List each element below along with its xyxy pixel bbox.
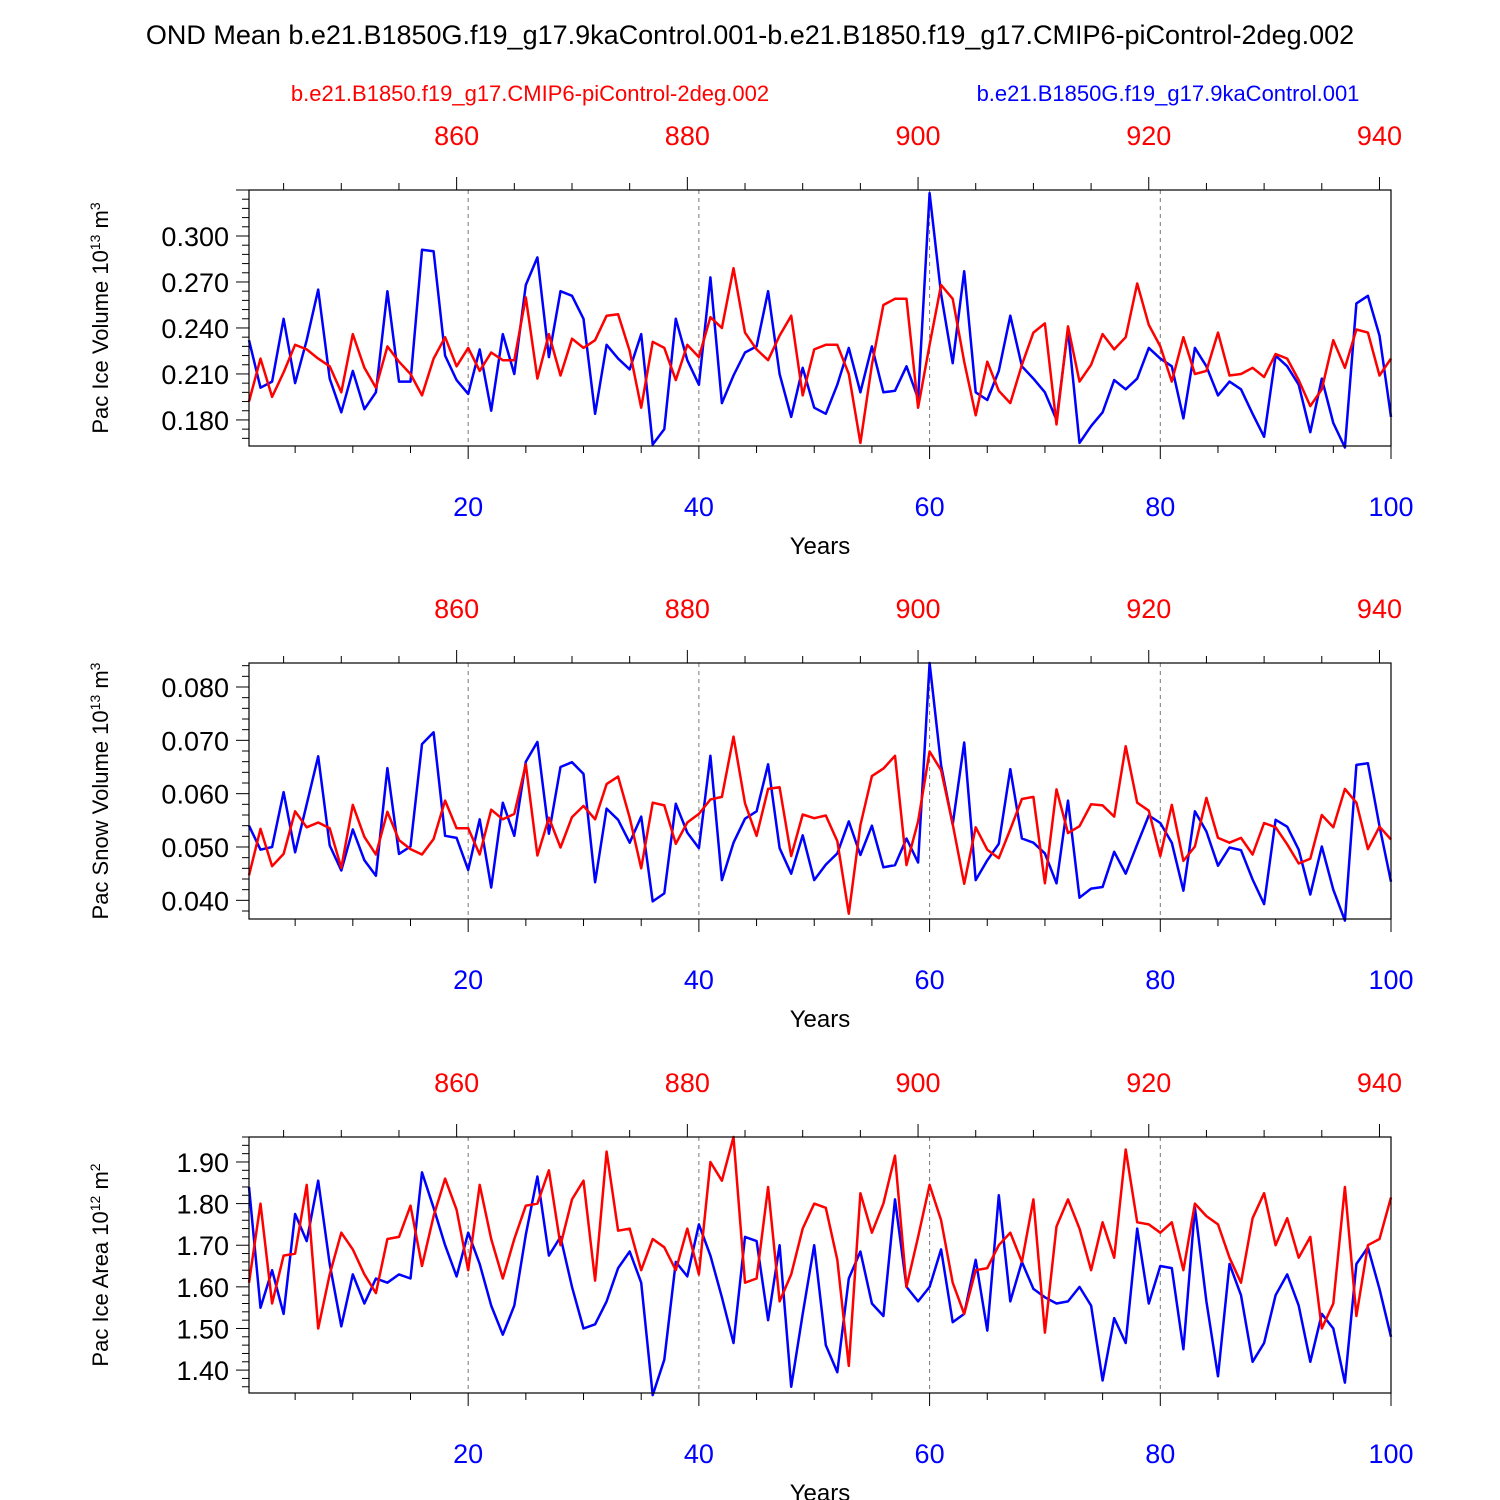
y-tick-label: 1.80 <box>176 1190 229 1220</box>
x-tick-label-bottom: 80 <box>1145 492 1175 522</box>
x-tick-label-top: 940 <box>1357 1068 1402 1098</box>
x-tick-label-bottom: 100 <box>1368 492 1413 522</box>
plot-frame <box>248 189 1392 447</box>
x-tick-label-bottom: 40 <box>684 965 714 995</box>
x-tick-label-bottom: 60 <box>915 492 945 522</box>
plot-frame <box>248 662 1392 920</box>
series-line-red <box>247 735 1392 915</box>
x-tick-label-top: 920 <box>1126 1068 1171 1098</box>
y-tick-label: 0.240 <box>161 314 229 344</box>
legend-blue-label: b.e21.B1850G.f19_g17.9kaControl.001 <box>977 81 1360 106</box>
x-axis-label: Years <box>790 1480 851 1500</box>
x-tick-label-bottom: 80 <box>1145 1439 1175 1469</box>
y-tick-label: 0.040 <box>161 886 229 916</box>
series-line-blue <box>247 191 1393 449</box>
y-tick-label: 1.40 <box>176 1356 229 1386</box>
x-tick-label-top: 860 <box>434 121 479 151</box>
x-tick-label-top: 940 <box>1357 594 1402 624</box>
x-tick-label-top: 920 <box>1126 594 1171 624</box>
y-tick-label: 1.90 <box>176 1148 229 1178</box>
x-tick-label-top: 860 <box>434 594 479 624</box>
x-tick-label-bottom: 40 <box>684 492 714 522</box>
y-tick-label: 0.070 <box>161 726 229 756</box>
y-tick-label: 0.300 <box>161 222 229 252</box>
x-tick-label-top: 900 <box>896 1068 941 1098</box>
x-tick-label-bottom: 100 <box>1368 1439 1413 1469</box>
x-tick-label-bottom: 60 <box>915 1439 945 1469</box>
x-axis-label: Years <box>790 1006 851 1033</box>
x-tick-label-top: 940 <box>1357 121 1402 151</box>
y-tick-label: 0.060 <box>161 780 229 810</box>
y-tick-label: 0.080 <box>161 673 229 703</box>
x-tick-label-top: 900 <box>896 594 941 624</box>
x-tick-label-top: 900 <box>896 121 941 151</box>
legend-red-label: b.e21.B1850.f19_g17.CMIP6-piControl-2deg… <box>291 81 769 106</box>
y-tick-label: 0.210 <box>161 360 229 390</box>
figure-title: OND Mean b.e21.B1850G.f19_g17.9kaControl… <box>146 20 1354 50</box>
panel-1: 0.180 0.210 0.240 0.270 0.300 20 40 60 80 100 860 8… <box>87 121 1414 560</box>
x-tick-label-bottom: 20 <box>453 492 483 522</box>
x-tick-label-top: 880 <box>665 1068 710 1098</box>
y-tick-label: 0.050 <box>161 833 229 863</box>
y-tick-label: 1.50 <box>176 1314 229 1344</box>
panel-3: 1.40 1.50 1.60 1.70 1.80 1.90 20 40 60 80 100 860 88… <box>87 1068 1414 1500</box>
x-tick-label-top: 880 <box>665 594 710 624</box>
x-tick-label-top: 860 <box>434 1068 479 1098</box>
y-axis-label: Pac Ice Area 1012 m2 <box>87 1163 113 1366</box>
x-axis-label: Years <box>790 533 851 560</box>
y-axis-label: Pac Ice Volume 1013 m3 <box>87 202 113 433</box>
x-tick-label-top: 920 <box>1126 121 1171 151</box>
x-tick-label-top: 880 <box>665 121 710 151</box>
y-tick-label: 1.70 <box>176 1231 229 1261</box>
x-tick-label-bottom: 80 <box>1145 965 1175 995</box>
y-tick-label: 0.270 <box>161 268 229 298</box>
y-tick-label: 0.180 <box>161 406 229 436</box>
x-tick-label-bottom: 60 <box>915 965 945 995</box>
y-tick-label: 1.60 <box>176 1273 229 1303</box>
x-tick-label-bottom: 20 <box>453 965 483 995</box>
series-line-blue <box>247 1171 1393 1397</box>
x-tick-label-bottom: 100 <box>1368 965 1413 995</box>
series-line-blue <box>247 661 1393 922</box>
y-axis-label: Pac Snow Volume 1013 m3 <box>87 662 113 919</box>
series-line-red <box>247 266 1393 445</box>
series-line-red <box>247 1135 1393 1368</box>
panel-2: 0.040 0.050 0.060 0.070 0.080 20 40 60 80 100 860 8… <box>87 594 1414 1033</box>
x-tick-label-bottom: 20 <box>453 1439 483 1469</box>
plot-frame <box>248 1136 1392 1394</box>
x-tick-label-bottom: 40 <box>684 1439 714 1469</box>
